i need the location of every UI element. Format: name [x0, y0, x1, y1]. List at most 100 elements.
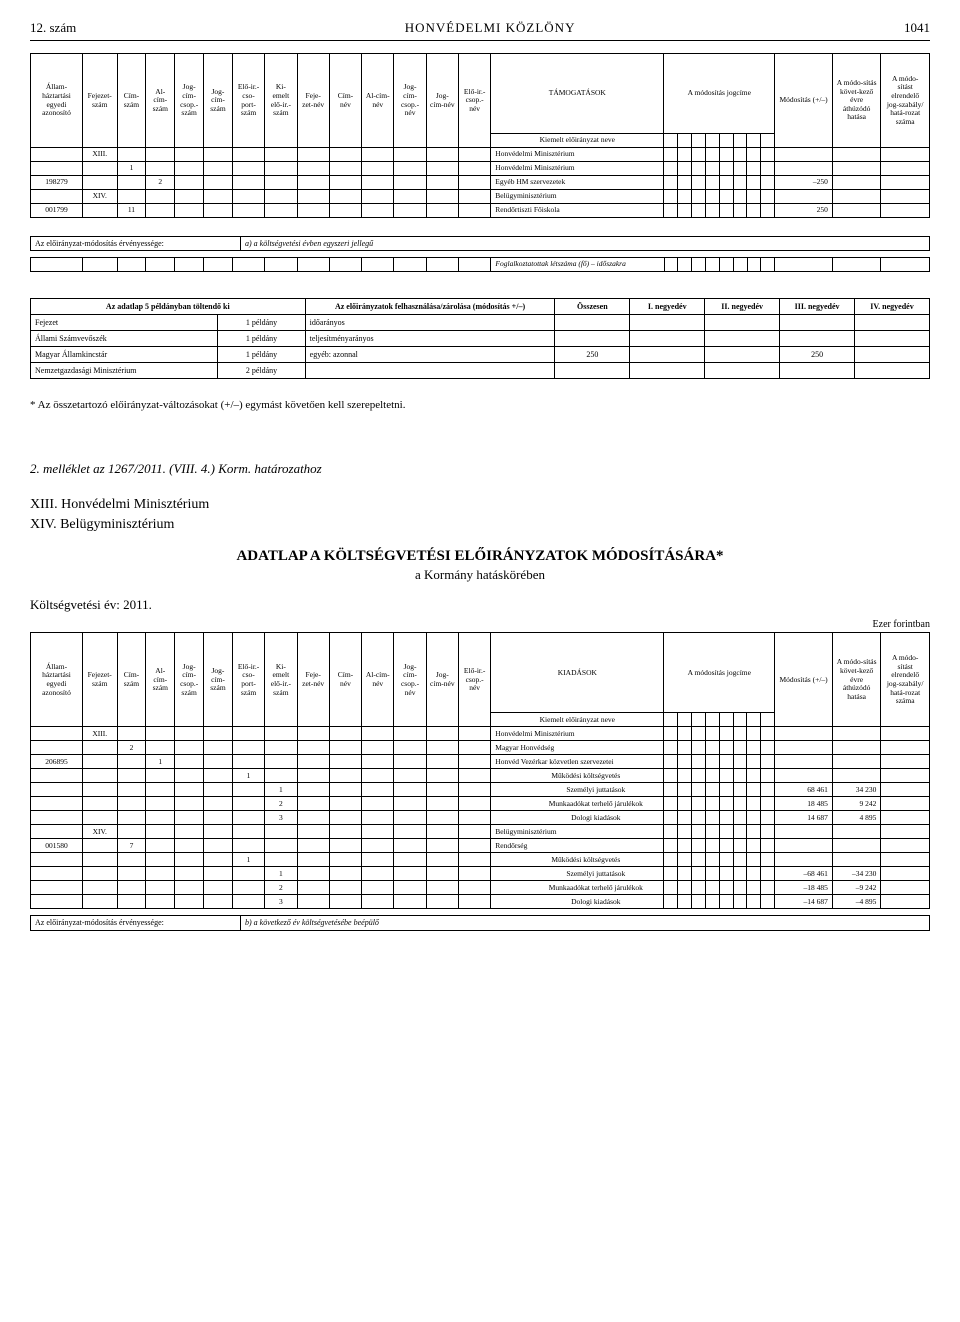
row-name: Rendőrség [491, 839, 664, 853]
row-name: Működési költségvetés [491, 853, 664, 867]
adatlap-h1: Az adatlap 5 példányban töltendő ki [31, 299, 306, 315]
col-jogcimcsop: Jog-cím-csop.-szám [175, 633, 204, 727]
row-name: Munkaadókat terhelő járulékok [491, 797, 664, 811]
table-row: 2Munkaadókat terhelő járulékok18 4859 24… [31, 797, 930, 811]
row-mod [775, 839, 833, 853]
adatlap-row: Magyar Államkincstár1 példányegyéb: azon… [31, 347, 930, 363]
row-mod: 250 [775, 204, 833, 218]
row-mod [775, 727, 833, 741]
col-id: Állam-háztartási egyedi azonosító [31, 633, 83, 727]
ministry-line-1: XIII. Honvédelmi Minisztérium [30, 495, 930, 515]
adatlap-h3: Összesen [555, 299, 630, 315]
table-row: XIV.Belügyminisztérium [31, 825, 930, 839]
col-fejzetnev: Feje-zet-név [297, 54, 329, 148]
melleklet-title: 2. melléklet az 1267/2011. (VIII. 4.) Ko… [30, 461, 930, 477]
col-jogcimcsopnev: Jog-cím-csop.-név [394, 54, 426, 148]
currency-note: Ezer forintban [30, 619, 930, 630]
row-mod: –250 [775, 176, 833, 190]
col-cim: Cím-szám [117, 54, 146, 148]
row-next: 9 242 [832, 797, 880, 811]
row-next [832, 769, 880, 783]
col-alcim: Al-cím-szám [146, 54, 175, 148]
header-title: HONVÉDELMI KÖZLÖNY [405, 20, 576, 36]
row-name: Honvédelmi Minisztérium [491, 148, 664, 162]
support-table: Állam-háztartási egyedi azonosító Fejeze… [30, 53, 930, 218]
col-jogcimnev: Jog-cím-név [426, 633, 458, 727]
row-next: –4 895 [832, 895, 880, 909]
row-name: Személyi juttatások [491, 783, 664, 797]
validity-value: a) a költségvetési évben egyszeri jelleg… [241, 237, 930, 251]
table-row: 1982792Egyéb HM szervezetek–250 [31, 176, 930, 190]
row-name: Magyar Honvédség [491, 741, 664, 755]
row-name: Honvédelmi Minisztérium [491, 727, 664, 741]
col-jogcimcsopnev: Jog-cím-csop.-név [394, 633, 426, 727]
row-name: Honvéd Vezérkar közvetlen szervezetei [491, 755, 664, 769]
col-cim: Cím-szám [117, 633, 146, 727]
col-mod: Módosítás (+/–) [775, 633, 833, 727]
budget-year: Költségvetési év: 2011. [30, 597, 930, 613]
row-next [832, 727, 880, 741]
validity-label-b: Az előirányzat-módosítás érvényessége: [31, 916, 241, 930]
validity-value-b: b) a következő év költségvetésébe beépül… [241, 916, 930, 930]
row-mod [775, 162, 833, 176]
foglalkoztatottak-table: Foglalkoztatottak létszáma (fő) – idősza… [30, 257, 930, 272]
row-next: –9 242 [832, 881, 880, 895]
col-fejzetnev: Feje-zet-név [297, 633, 329, 727]
col-jogcime: A módosítás jogcíme [664, 54, 775, 134]
row-mod [775, 741, 833, 755]
row-next [832, 148, 880, 162]
adatlap-h5: II. negyedév [705, 299, 780, 315]
adatlap-h2: Az előirányzatok felhasználása/zárolása … [305, 299, 555, 315]
col-cimnev: Cím-név [329, 633, 361, 727]
row-next [832, 162, 880, 176]
row-next [832, 204, 880, 218]
col-mod: Módosítás (+/–) [775, 54, 833, 148]
col-alcim: Al-cím-szám [146, 633, 175, 727]
table-row: 3Dologi kiadások14 6874 895 [31, 811, 930, 825]
table-row: 1Működési költségvetés [31, 769, 930, 783]
col-elrendelo: A módo-sítást elrendelő jog-szabály/ hat… [881, 54, 930, 148]
col-fejezet: Fejezet-szám [82, 633, 117, 727]
big-title: ADATLAP A KÖLTSÉGVETÉSI ELŐIRÁNYZATOK MÓ… [30, 548, 930, 565]
col-eloir: Elő-ir.-cso-port-szám [232, 54, 264, 148]
row-name: Munkaadókat terhelő járulékok [491, 881, 664, 895]
foglalkoztatottak-label: Foglalkoztatottak létszáma (fő) – idősza… [491, 258, 664, 272]
col-support-title: TÁMOGATÁSOK [491, 54, 664, 134]
table-row: 3Dologi kiadások–14 687–4 895 [31, 895, 930, 909]
header-issue: 12. szám [30, 20, 76, 36]
page-header: 12. szám HONVÉDELMI KÖZLÖNY 1041 [30, 20, 930, 41]
row-mod: –68 461 [775, 867, 833, 881]
col-jogcim: Jog-cím-szám [204, 633, 233, 727]
header-page-number: 1041 [904, 20, 930, 36]
row-next: –34 230 [832, 867, 880, 881]
adatlap-row: Fejezet1 példányidőarányos [31, 315, 930, 331]
row-next [832, 741, 880, 755]
col-next: A módo-sítás követ-kező évre áthúzódó ha… [832, 54, 880, 148]
table-row: 1Működési költségvetés [31, 853, 930, 867]
validity-table-bottom: Az előirányzat-módosítás érvényessége: b… [30, 915, 930, 930]
col-eloircsopnev: Elő-ir.-csop.-név [458, 54, 490, 148]
row-name: Belügyminisztérium [491, 190, 664, 204]
adatlap-row: Állami Számvevőszék1 példányteljesítmény… [31, 331, 930, 347]
adatlap-h7: IV. negyedév [855, 299, 930, 315]
col-fejezet: Fejezet-szám [82, 54, 117, 148]
row-next [832, 190, 880, 204]
row-name: Működési költségvetés [491, 769, 664, 783]
adatlap-h6: III. negyedév [780, 299, 855, 315]
ministry-lines: XIII. Honvédelmi Minisztérium XIV. Belüg… [30, 495, 930, 534]
table-row: 1Honvédelmi Minisztérium [31, 162, 930, 176]
star-note: * Az összetartozó előirányzat-változások… [30, 399, 930, 411]
col-elrendelo: A módo-sítást elrendelő jog-szabály/ hat… [881, 633, 930, 727]
row-next [832, 853, 880, 867]
table-row: 2Magyar Honvédség [31, 741, 930, 755]
row-mod: 18 485 [775, 797, 833, 811]
table-row: XIV.Belügyminisztérium [31, 190, 930, 204]
table-row: 1Személyi juttatások–68 461–34 230 [31, 867, 930, 881]
col-jogcim: Jog-cím-szám [204, 54, 233, 148]
col-expense-title: KIADÁSOK [491, 633, 664, 713]
col-id: Állam-háztartási egyedi azonosító [31, 54, 83, 148]
row-name: Honvédelmi Minisztérium [491, 162, 664, 176]
row-next [832, 825, 880, 839]
row-name: Rendőrtiszti Főiskola [491, 204, 664, 218]
row-mod: 68 461 [775, 783, 833, 797]
